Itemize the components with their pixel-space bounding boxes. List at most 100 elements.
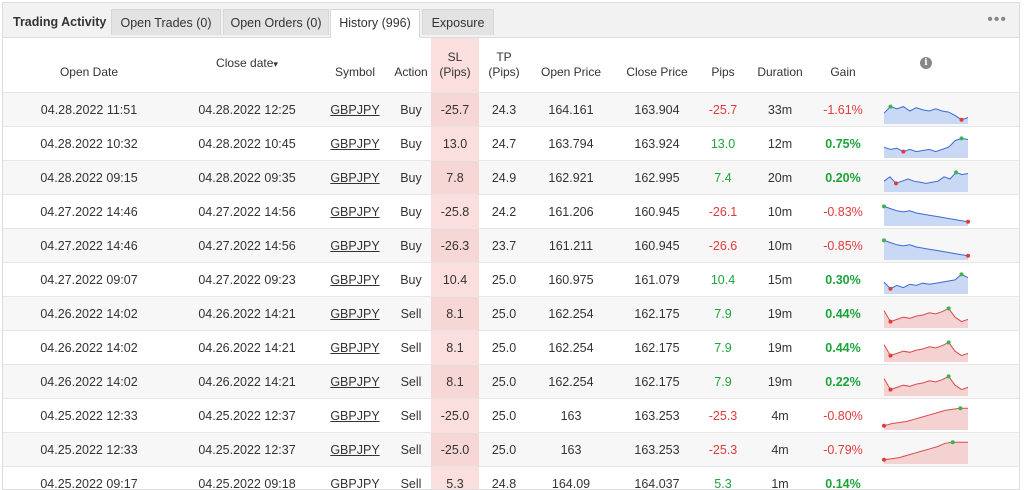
symbol-link[interactable]: GBPJPY	[330, 103, 379, 117]
tab-history[interactable]: History (996)	[330, 9, 420, 38]
col-open-price[interactable]: Open Price	[529, 38, 613, 93]
action-cell: Buy	[400, 205, 422, 219]
trade-sparkline[interactable]	[882, 436, 970, 464]
open-date-cell: 04.26.2022 14:02	[40, 341, 137, 355]
sparkline-area	[884, 206, 968, 226]
action-cell: Sell	[401, 341, 422, 355]
col-pips[interactable]: Pips	[701, 38, 745, 93]
close-price-cell: 163.253	[634, 443, 679, 457]
col-open-date[interactable]: Open Date	[3, 38, 175, 93]
sparkline-max-marker	[958, 406, 962, 410]
trade-sparkline[interactable]	[882, 334, 970, 362]
col-gain[interactable]: Gain	[815, 38, 871, 93]
trade-sparkline[interactable]	[882, 300, 970, 328]
symbol-link[interactable]: GBPJPY	[330, 341, 379, 355]
close-price-cell: 160.945	[634, 239, 679, 253]
close-price-cell: 162.175	[634, 375, 679, 389]
symbol-link[interactable]: GBPJPY	[330, 443, 379, 457]
trade-sparkline[interactable]	[882, 130, 970, 158]
sparkline-min-marker	[894, 181, 898, 185]
close-date-cell: 04.27.2022 14:56	[198, 205, 295, 219]
sl-cell: 8.1	[446, 341, 463, 355]
symbol-link[interactable]: GBPJPY	[330, 273, 379, 287]
sparkline-area	[884, 408, 968, 430]
sparkline-min-marker	[882, 457, 886, 461]
action-cell: Sell	[401, 443, 422, 457]
trade-sparkline[interactable]	[882, 232, 970, 260]
trading-activity-title: Trading Activity	[3, 9, 109, 35]
trade-sparkline[interactable]	[882, 164, 970, 192]
trade-sparkline[interactable]	[882, 402, 970, 430]
col-duration[interactable]: Duration	[745, 38, 815, 93]
symbol-link[interactable]: GBPJPY	[330, 137, 379, 151]
open-date-cell: 04.26.2022 14:02	[40, 307, 137, 321]
col-close-date[interactable]: Close date▾	[175, 38, 319, 93]
action-cell: Sell	[401, 409, 422, 423]
gain-cell: -0.83%	[823, 205, 863, 219]
col-action[interactable]: Action	[391, 38, 431, 93]
close-date-cell: 04.25.2022 12:37	[198, 409, 295, 423]
symbol-link[interactable]: GBPJPY	[330, 239, 379, 253]
pips-cell: -25.7	[709, 103, 738, 117]
trade-sparkline[interactable]	[882, 368, 970, 396]
more-dots-icon[interactable]: •••	[987, 11, 1007, 29]
col-sl[interactable]: SL(Pips)	[431, 38, 479, 93]
sparkline-max-marker	[882, 238, 886, 242]
sl-cell: 13.0	[443, 137, 467, 151]
sparkline-max-marker	[951, 440, 955, 444]
symbol-link[interactable]: GBPJPY	[330, 171, 379, 185]
sl-cell: 7.8	[446, 171, 463, 185]
col-chart[interactable]: i	[871, 38, 981, 93]
open-price-cell: 162.254	[548, 375, 593, 389]
tp-cell: 25.0	[492, 409, 516, 423]
trade-sparkline[interactable]	[882, 266, 970, 294]
info-icon[interactable]: i	[920, 57, 932, 69]
pips-cell: 7.4	[714, 171, 731, 185]
gain-cell: 0.20%	[825, 171, 860, 185]
open-price-cell: 164.161	[548, 103, 593, 117]
tp-cell: 25.0	[492, 307, 516, 321]
action-cell: Sell	[401, 307, 422, 321]
tp-cell: 25.0	[492, 273, 516, 287]
tab-open-trades[interactable]: Open Trades (0)	[111, 9, 221, 35]
col-tp[interactable]: TP(Pips)	[479, 38, 529, 93]
action-cell: Sell	[401, 375, 422, 389]
sl-cell: -25.7	[441, 103, 470, 117]
open-price-cell: 160.975	[548, 273, 593, 287]
duration-cell: 4m	[771, 409, 788, 423]
col-symbol[interactable]: Symbol	[319, 38, 391, 93]
symbol-link[interactable]: GBPJPY	[330, 205, 379, 219]
close-date-cell: 04.25.2022 12:37	[198, 443, 295, 457]
col-close-price[interactable]: Close Price	[613, 38, 701, 93]
open-price-cell: 163.794	[548, 137, 593, 151]
pips-cell: 7.9	[714, 307, 731, 321]
trade-sparkline[interactable]	[882, 198, 970, 226]
close-date-cell: 04.26.2022 14:21	[198, 375, 295, 389]
duration-cell: 19m	[768, 375, 792, 389]
tab-exposure[interactable]: Exposure	[422, 9, 494, 35]
symbol-link[interactable]: GBPJPY	[330, 375, 379, 389]
sparkline-max-marker	[882, 204, 886, 208]
tab-bar: Trading Activity Open Trades (0) Open Or…	[3, 3, 1019, 38]
symbol-link[interactable]: GBPJPY	[330, 307, 379, 321]
trade-sparkline[interactable]	[882, 96, 970, 124]
pips-cell: -25.3	[709, 443, 738, 457]
symbol-link[interactable]: GBPJPY	[330, 409, 379, 423]
open-price-cell: 162.921	[548, 171, 593, 185]
tab-open-orders[interactable]: Open Orders (0)	[223, 9, 329, 35]
action-cell: Buy	[400, 239, 422, 253]
close-price-cell: 163.924	[634, 137, 679, 151]
